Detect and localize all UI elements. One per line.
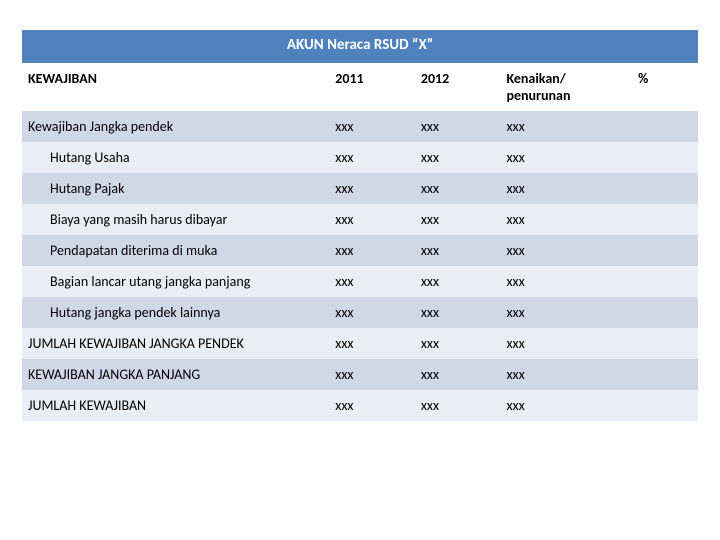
- table-title-row: AKUN Neraca RSUD “X”: [22, 30, 698, 62]
- table-row: JUMLAH KEWAJIBAN JANGKA PENDEKxxxxxxxxx: [22, 328, 698, 359]
- cell-label: Biaya yang masih harus dibayar: [22, 204, 329, 235]
- col-header-2012: 2012: [415, 62, 501, 112]
- cell-2012: xxx: [415, 266, 501, 297]
- cell-change: xxx: [500, 235, 632, 266]
- table-row: Hutang Usahaxxxxxxxxx: [22, 142, 698, 173]
- cell-change: xxx: [500, 111, 632, 142]
- col-header-2011: 2011: [329, 62, 415, 112]
- cell-change: xxx: [500, 297, 632, 328]
- table-header-row: KEWAJIBAN 2011 2012 Kenaikan/ penurunan …: [22, 62, 698, 112]
- cell-change: xxx: [500, 328, 632, 359]
- cell-pct: [632, 390, 698, 421]
- cell-2011: xxx: [329, 328, 415, 359]
- cell-change: xxx: [500, 266, 632, 297]
- cell-2012: xxx: [415, 142, 501, 173]
- cell-pct: [632, 235, 698, 266]
- cell-pct: [632, 111, 698, 142]
- col-header-pct: %: [632, 62, 698, 112]
- cell-pct: [632, 297, 698, 328]
- balance-table: AKUN Neraca RSUD “X” KEWAJIBAN 2011 2012…: [22, 30, 698, 421]
- cell-2011: xxx: [329, 390, 415, 421]
- cell-change: xxx: [500, 142, 632, 173]
- table-row: Hutang Pajakxxxxxxxxx: [22, 173, 698, 204]
- cell-2012: xxx: [415, 359, 501, 390]
- cell-label: KEWAJIBAN JANGKA PANJANG: [22, 359, 329, 390]
- cell-2011: xxx: [329, 235, 415, 266]
- cell-label: Bagian lancar utang jangka panjang: [22, 266, 329, 297]
- cell-2012: xxx: [415, 173, 501, 204]
- cell-pct: [632, 328, 698, 359]
- cell-change: xxx: [500, 173, 632, 204]
- cell-change: xxx: [500, 204, 632, 235]
- cell-label: JUMLAH KEWAJIBAN: [22, 390, 329, 421]
- cell-2012: xxx: [415, 111, 501, 142]
- table-row: Kewajiban Jangka pendekxxxxxxxxx: [22, 111, 698, 142]
- cell-pct: [632, 173, 698, 204]
- table-row: Biaya yang masih harus dibayarxxxxxxxxx: [22, 204, 698, 235]
- cell-change: xxx: [500, 359, 632, 390]
- table-row: Pendapatan diterima di mukaxxxxxxxxx: [22, 235, 698, 266]
- cell-2011: xxx: [329, 111, 415, 142]
- cell-label: Kewajiban Jangka pendek: [22, 111, 329, 142]
- cell-2012: xxx: [415, 328, 501, 359]
- cell-pct: [632, 204, 698, 235]
- cell-2012: xxx: [415, 390, 501, 421]
- cell-label: Hutang jangka pendek lainnya: [22, 297, 329, 328]
- cell-2012: xxx: [415, 235, 501, 266]
- cell-2011: xxx: [329, 297, 415, 328]
- cell-2011: xxx: [329, 359, 415, 390]
- table-row: Bagian lancar utang jangka panjangxxxxxx…: [22, 266, 698, 297]
- cell-2011: xxx: [329, 266, 415, 297]
- table-row: JUMLAH KEWAJIBANxxxxxxxxx: [22, 390, 698, 421]
- col-header-label: KEWAJIBAN: [22, 62, 329, 112]
- cell-change: xxx: [500, 390, 632, 421]
- table-row: Hutang jangka pendek lainnyaxxxxxxxxx: [22, 297, 698, 328]
- cell-2011: xxx: [329, 204, 415, 235]
- cell-2012: xxx: [415, 204, 501, 235]
- cell-pct: [632, 359, 698, 390]
- table-row: KEWAJIBAN JANGKA PANJANGxxxxxxxxx: [22, 359, 698, 390]
- cell-2011: xxx: [329, 173, 415, 204]
- table-title: AKUN Neraca RSUD “X”: [22, 30, 698, 62]
- cell-label: Hutang Pajak: [22, 173, 329, 204]
- cell-label: JUMLAH KEWAJIBAN JANGKA PENDEK: [22, 328, 329, 359]
- cell-label: Hutang Usaha: [22, 142, 329, 173]
- cell-label: Pendapatan diterima di muka: [22, 235, 329, 266]
- cell-2012: xxx: [415, 297, 501, 328]
- col-header-change: Kenaikan/ penurunan: [500, 62, 632, 112]
- cell-2011: xxx: [329, 142, 415, 173]
- cell-pct: [632, 266, 698, 297]
- cell-pct: [632, 142, 698, 173]
